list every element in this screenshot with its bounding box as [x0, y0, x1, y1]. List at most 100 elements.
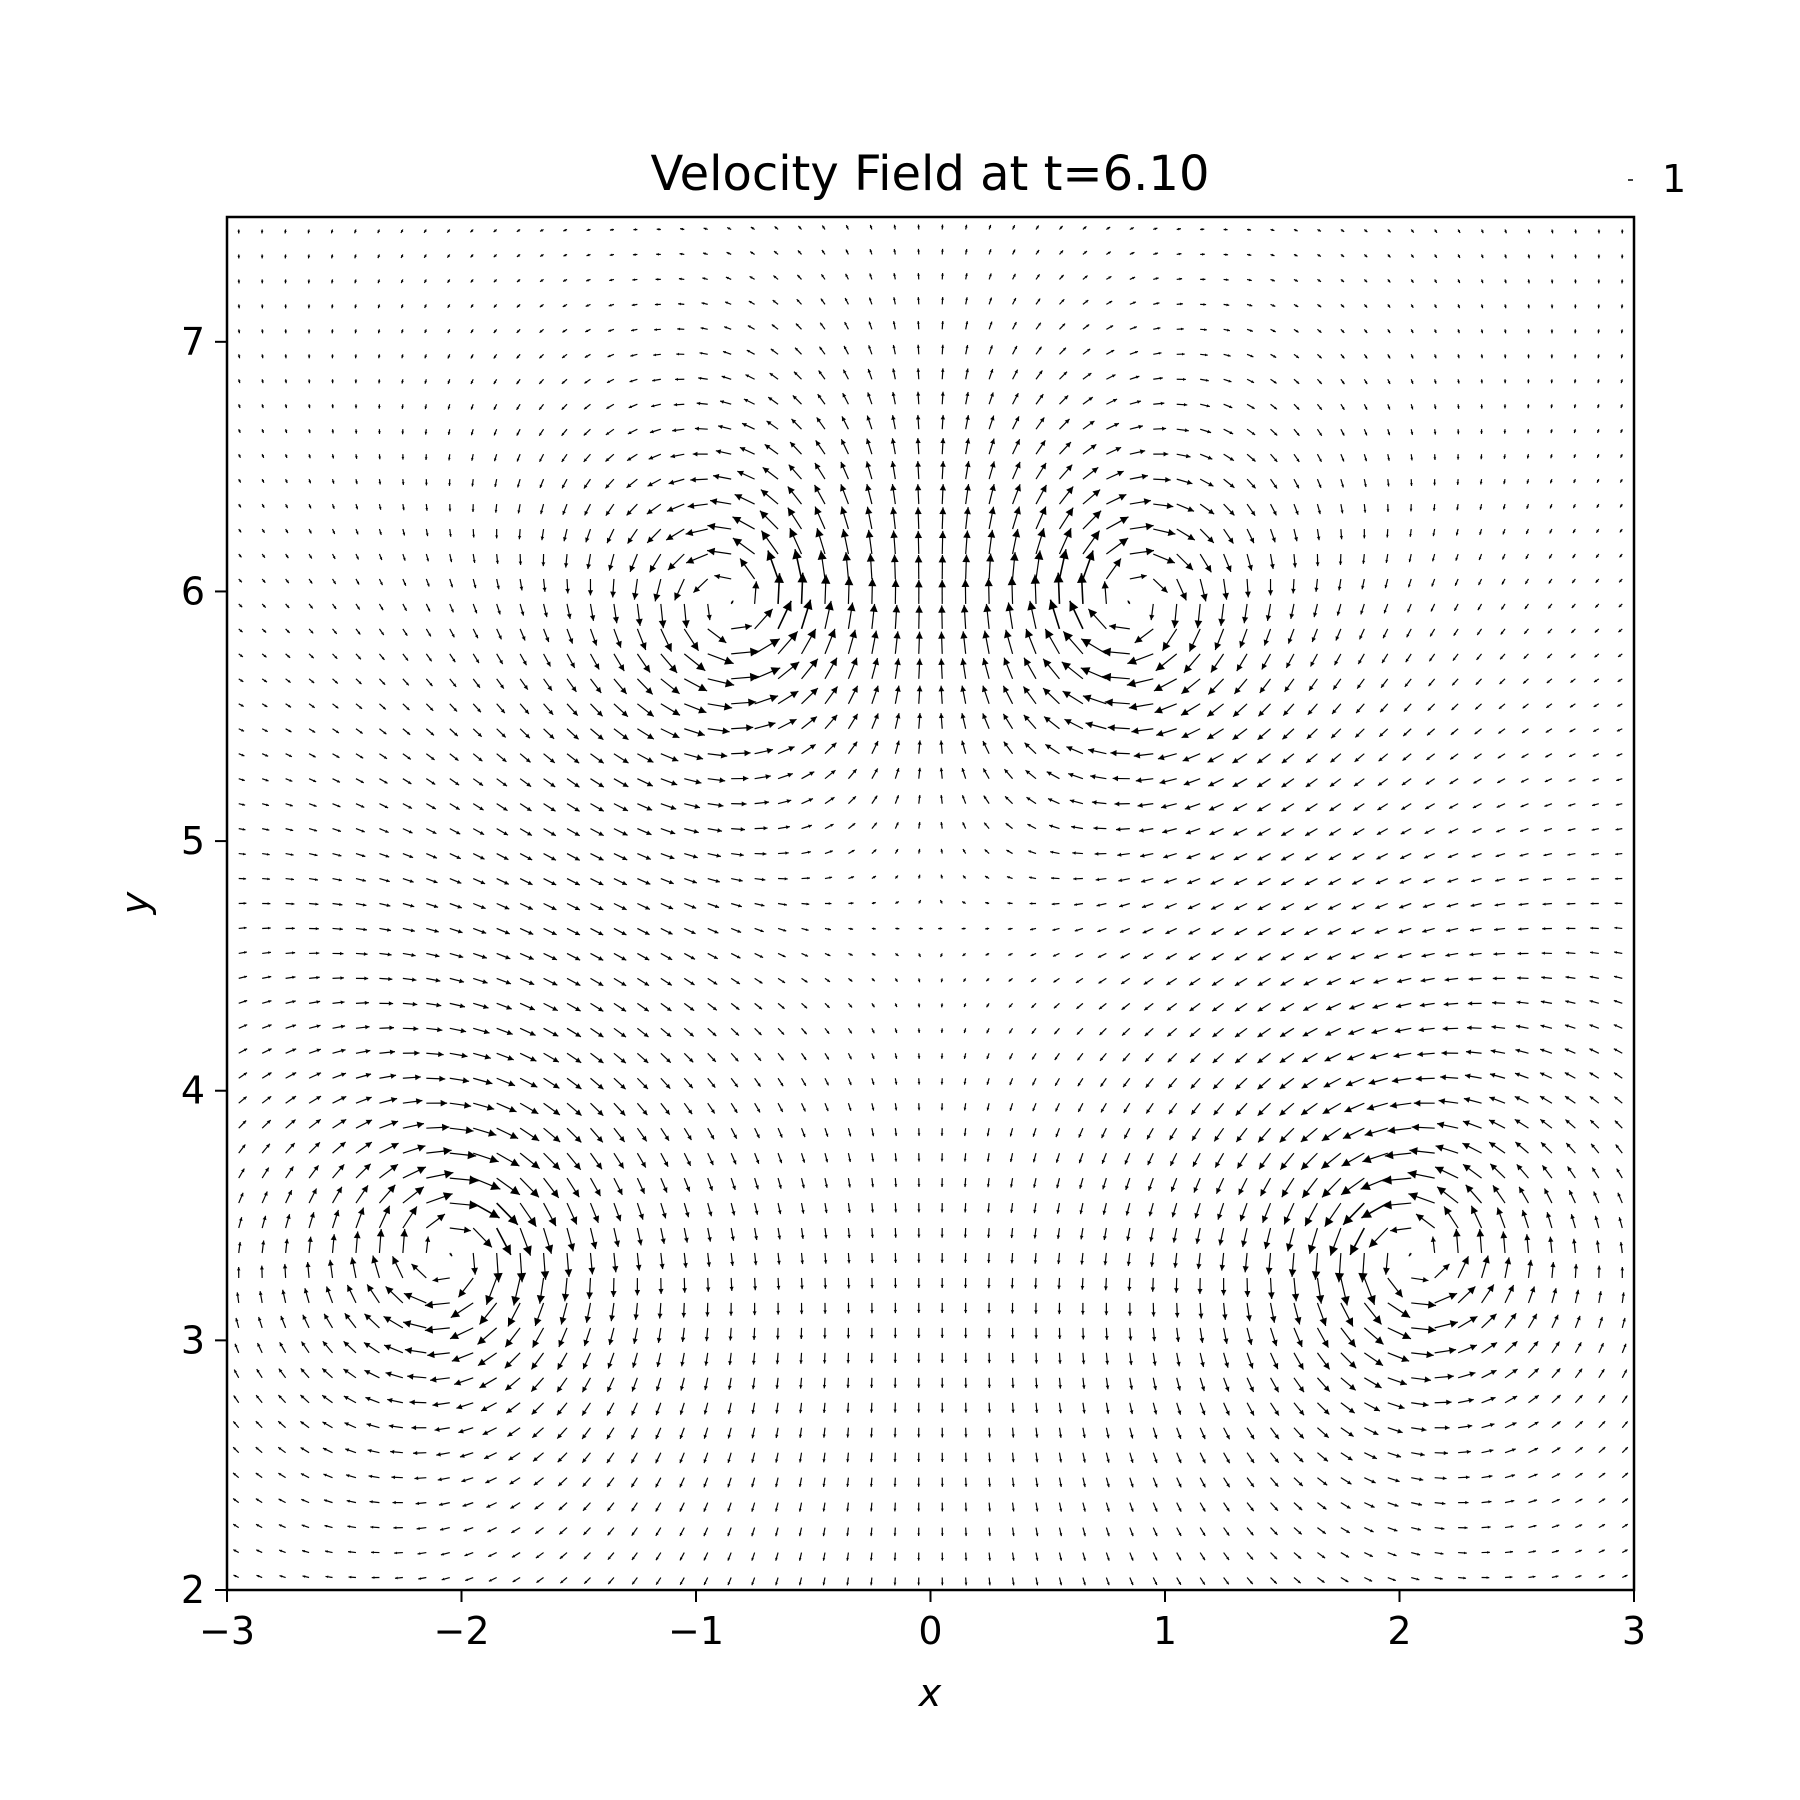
- velocity-arrow: [1223, 378, 1232, 383]
- velocity-arrow: [1399, 853, 1412, 860]
- velocity-arrow: [679, 252, 685, 256]
- velocity-arrow: [1035, 1402, 1039, 1414]
- velocity-arrow: [559, 1552, 568, 1560]
- velocity-arrow: [824, 742, 837, 755]
- velocity-arrow: [1129, 251, 1135, 255]
- velocity-arrow: [660, 1227, 666, 1245]
- velocity-arrow: [1427, 703, 1436, 712]
- velocity-arrow: [1596, 453, 1600, 459]
- velocity-arrow: [1597, 1265, 1602, 1278]
- velocity-arrow: [840, 439, 849, 455]
- velocity-arrow: [543, 902, 557, 911]
- velocity-arrow: [608, 553, 615, 571]
- velocity-arrow: [1149, 603, 1155, 621]
- velocity-arrow: [393, 1526, 403, 1530]
- velocity-arrow: [894, 685, 901, 704]
- velocity-arrow: [1501, 553, 1506, 560]
- velocity-arrow: [1495, 828, 1506, 833]
- velocity-arrow: [730, 1052, 739, 1062]
- velocity-arrow: [894, 1128, 898, 1137]
- velocity-arrow: [684, 828, 699, 834]
- velocity-arrow: [1347, 1052, 1365, 1061]
- velocity-arrow: [739, 558, 756, 580]
- velocity-arrow: [1591, 1167, 1600, 1179]
- velocity-arrow: [1012, 297, 1017, 305]
- velocity-arrow: [1377, 778, 1389, 787]
- velocity-arrow: [278, 1368, 287, 1379]
- velocity-arrow: [472, 603, 478, 614]
- velocity-arrow: [660, 1202, 667, 1219]
- velocity-arrow: [1010, 1252, 1014, 1264]
- velocity-arrow: [824, 1177, 828, 1188]
- velocity-arrow: [332, 1000, 345, 1005]
- velocity-arrow: [1246, 553, 1253, 571]
- velocity-arrow: [1293, 1352, 1304, 1370]
- velocity-arrow: [613, 853, 628, 861]
- velocity-arrow: [915, 438, 921, 455]
- velocity-arrow: [823, 1252, 828, 1264]
- velocity-arrow: [1363, 328, 1368, 334]
- velocity-arrow: [1270, 453, 1278, 463]
- velocity-arrow: [871, 1053, 875, 1060]
- velocity-arrow: [1432, 528, 1436, 537]
- velocity-arrow: [917, 1252, 921, 1263]
- velocity-arrow: [1293, 1377, 1305, 1393]
- velocity-arrow: [1417, 1051, 1435, 1058]
- velocity-arrow: [1300, 1152, 1318, 1171]
- velocity-arrow: [1236, 1152, 1248, 1169]
- velocity-arrow: [731, 672, 759, 682]
- velocity-arrow: [730, 1227, 735, 1241]
- velocity-arrow: [1458, 1397, 1474, 1404]
- velocity-arrow: [379, 778, 388, 784]
- velocity-arrow: [847, 1078, 852, 1086]
- velocity-arrow: [1293, 253, 1298, 257]
- velocity-arrow: [1082, 225, 1087, 230]
- velocity-arrow: [817, 550, 827, 580]
- velocity-arrow: [730, 1102, 738, 1114]
- velocity-arrow: [505, 1402, 521, 1414]
- velocity-arrow: [561, 403, 568, 411]
- velocity-arrow: [589, 603, 596, 621]
- velocity-arrow: [1503, 304, 1507, 309]
- velocity-arrow: [694, 426, 708, 431]
- y-tick-label: 4: [181, 1069, 205, 1113]
- velocity-arrow: [917, 297, 920, 305]
- velocity-arrow: [964, 1527, 968, 1537]
- velocity-arrow: [960, 604, 969, 629]
- velocity-arrow: [1129, 449, 1146, 455]
- velocity-arrow: [914, 554, 923, 579]
- velocity-arrow: [893, 1302, 897, 1314]
- velocity-arrow: [1058, 1427, 1063, 1438]
- velocity-arrow: [706, 603, 712, 621]
- velocity-arrow: [684, 902, 697, 909]
- velocity-arrow: [985, 901, 990, 905]
- velocity-arrow: [589, 1202, 600, 1224]
- velocity-arrow: [301, 1498, 310, 1504]
- velocity-arrow: [660, 1077, 671, 1090]
- velocity-arrow: [613, 1202, 622, 1222]
- velocity-arrow: [824, 600, 834, 630]
- velocity-arrow: [1153, 426, 1167, 431]
- velocity-arrow: [1526, 429, 1530, 434]
- velocity-arrow: [261, 1119, 272, 1129]
- velocity-arrow: [261, 678, 268, 683]
- velocity-arrow: [963, 1003, 967, 1008]
- velocity-arrow: [1458, 1551, 1467, 1555]
- velocity-arrow: [1360, 603, 1365, 615]
- velocity-arrow: [1316, 403, 1323, 411]
- velocity-arrow: [309, 951, 320, 955]
- velocity-arrow: [1567, 852, 1576, 856]
- velocity-arrow: [308, 877, 319, 881]
- velocity-arrow: [940, 978, 944, 983]
- velocity-arrow: [917, 713, 923, 729]
- velocity-arrow: [417, 1551, 427, 1555]
- velocity-arrow: [754, 800, 770, 805]
- velocity-arrow: [1551, 1420, 1561, 1429]
- velocity-arrow: [542, 603, 548, 618]
- velocity-arrow: [1027, 823, 1037, 830]
- velocity-arrow: [1480, 429, 1483, 434]
- velocity-arrow: [566, 1002, 581, 1012]
- velocity-arrow: [1618, 1217, 1623, 1229]
- velocity-arrow: [754, 1227, 758, 1241]
- velocity-arrow: [1246, 1352, 1254, 1369]
